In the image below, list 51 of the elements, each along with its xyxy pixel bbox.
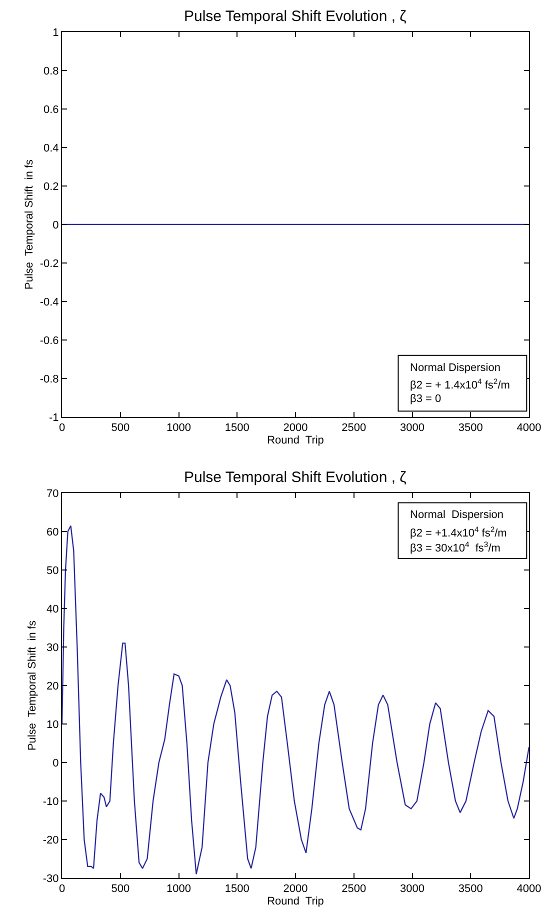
y-tick-label: -0.4 — [40, 296, 59, 308]
y-tick-label: -0.8 — [40, 373, 59, 386]
annotation: β2 = + 1.4x10$^{4}$ fs$^{2}$/m — [410, 377, 510, 392]
x-tick-label: 1500 — [224, 883, 250, 896]
y-tick-label: 0 — [52, 757, 59, 770]
y-axis-title: Pulse Temporal Shift in fs — [26, 620, 39, 751]
annotation: Normal Dispersion — [410, 509, 504, 521]
y-tick-label: 70 — [46, 488, 59, 500]
y-tick-label: 10 — [46, 718, 59, 731]
y-tick-label: 0 — [52, 219, 59, 232]
y-tick-label: 60 — [46, 526, 59, 538]
y-tick-label: -1 — [49, 412, 59, 424]
chart-title: Pulse Temporal Shift Evolution , ζ — [184, 469, 407, 486]
line-series — [62, 525, 529, 875]
x-axis-title: Round Trip — [267, 895, 324, 908]
y-tick-label: -20 — [42, 834, 59, 846]
x-tick-label: 4000 — [516, 422, 542, 434]
x-axis-title: Round Trip — [267, 434, 324, 446]
y-tick-label: 0.6 — [44, 104, 59, 116]
x-tick-label: 1000 — [166, 883, 191, 896]
x-tick-label: 3000 — [400, 883, 424, 896]
y-tick-label: 40 — [46, 603, 59, 616]
y-tick-label: -0.2 — [40, 258, 59, 270]
y-tick-label: 0.2 — [44, 180, 59, 193]
x-tick-label: 1000 — [166, 422, 191, 434]
x-tick-label: 2500 — [342, 422, 366, 434]
x-tick-label: 1500 — [224, 422, 250, 434]
x-tick-label: 500 — [111, 883, 130, 896]
x-tick-label: 3000 — [400, 422, 424, 434]
x-tick-label: 500 — [111, 422, 130, 434]
y-tick-label: 20 — [46, 680, 59, 692]
x-tick-label: 2000 — [283, 422, 308, 434]
annotation: β2 = +1.4x10$^{4}$ fs$^{2}$/m — [410, 525, 507, 540]
y-tick-label: 50 — [46, 564, 59, 577]
y-tick-label: -10 — [42, 796, 59, 808]
y-axis-title: Pulse Temporal Shift in fs — [23, 158, 36, 290]
y-tick-label: -0.6 — [40, 334, 59, 347]
x-tick-label: 2000 — [283, 883, 308, 896]
y-tick-label: -30 — [42, 872, 59, 885]
annotation: Normal Dispersion — [410, 362, 500, 374]
y-tick-label: 0.4 — [44, 142, 59, 154]
x-tick-label: 3500 — [458, 422, 483, 434]
y-tick-label: 0.8 — [44, 65, 59, 78]
y-tick-label: 30 — [46, 642, 59, 654]
y-tick-label: 1 — [52, 26, 59, 39]
annotation: β3 = 0 — [410, 393, 442, 405]
annotation: β3 = 30x10$^{4}$ fs$^{3}$/m — [410, 540, 500, 555]
chart-title: Pulse Temporal Shift Evolution , ζ — [184, 8, 407, 25]
x-tick-label: 2500 — [342, 883, 366, 896]
x-tick-label: 4000 — [516, 883, 542, 896]
x-tick-label: 3500 — [458, 883, 483, 896]
